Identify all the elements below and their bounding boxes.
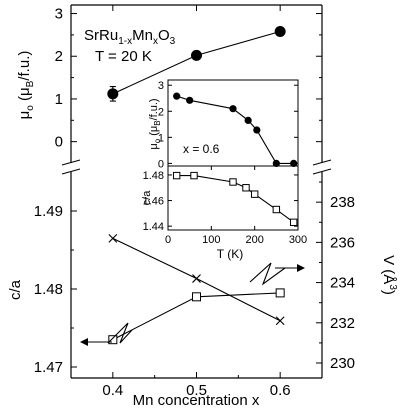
- inset-ca-point: [172, 171, 181, 180]
- volume-ytick-label: 236: [330, 234, 355, 251]
- moment-ylabel: μo (μB/f.u.): [16, 51, 36, 120]
- inset-moment-ytick-label: 1: [158, 132, 164, 144]
- volume-point: [275, 316, 285, 326]
- structure-series: [108, 233, 285, 345]
- moment-ytick-label: 3: [55, 6, 63, 23]
- moment-point: [107, 88, 119, 100]
- volume-ytick-label: 238: [330, 194, 355, 211]
- volume-point: [108, 233, 118, 243]
- moment-ytick-label: 1: [55, 91, 63, 108]
- arrow-to-right-axis: [249, 262, 305, 286]
- inset-series: [172, 92, 298, 227]
- inset-moment-frame: [167, 79, 299, 167]
- moment-series: [107, 25, 286, 102]
- volume-ytick-label: 230: [330, 355, 355, 372]
- volume-point-stroke: [192, 274, 201, 283]
- moment-ytick-label: 2: [55, 48, 63, 65]
- inset-ca-ylabel: c/a: [141, 190, 153, 206]
- ca-ytick-label: 1.49: [34, 203, 63, 220]
- volume-point-stroke: [275, 316, 285, 326]
- inset-moment-point: [173, 92, 181, 100]
- inset-moment-ytick-label: 2: [158, 106, 164, 118]
- axis-break-right: [312, 159, 332, 175]
- x-tick-label: 0.5: [186, 382, 207, 399]
- x-tick-label: 0.4: [102, 382, 123, 399]
- x-axis-label: Mn concentration x: [133, 392, 260, 409]
- inset-moment-ytick-label: 3: [158, 80, 164, 92]
- inset-ca-ytick-label: 1.44: [143, 221, 164, 233]
- inset-ca-point: [272, 205, 281, 214]
- inset-frame: [167, 79, 299, 231]
- axis-break-left: [61, 159, 81, 175]
- inset-moment-point: [290, 159, 298, 167]
- moment-point: [191, 49, 202, 61]
- volume-ytick-label: 232: [330, 315, 355, 332]
- inset-xtick-label: 300: [289, 234, 307, 246]
- structure-axis-ticks: 1.47 1.48 1.49 230 232 234 236 238 0.4 0.5 0.6: [34, 181, 355, 399]
- ca-point: [108, 335, 118, 345]
- inset-ca-point: [190, 171, 198, 180]
- inset-ca-ytick-label: 1.48: [143, 170, 164, 182]
- inset-moment-point: [186, 96, 194, 104]
- inset-ca-ytick-label: 1.46: [143, 196, 164, 208]
- volume-point-stroke: [108, 233, 118, 243]
- inset-xtick-label: 0: [165, 234, 171, 246]
- volume-ylabel: V (Å3): [380, 255, 398, 295]
- inset-xtick-label: 200: [245, 234, 263, 246]
- inset-moment-point: [253, 126, 261, 134]
- ca-point: [192, 292, 201, 302]
- ca-point: [275, 288, 285, 298]
- volume-ytick-label: 234: [330, 275, 355, 292]
- inset-ca-point: [229, 178, 237, 186]
- volume-line: [112, 237, 281, 322]
- inset-ca-point: [250, 190, 259, 198]
- inset-moment-point: [272, 159, 280, 167]
- volume-point: [192, 274, 201, 283]
- inset-moment-ytick-label: 0: [158, 158, 164, 170]
- inset-moment-point: [244, 116, 252, 124]
- x-tick-label: 0.6: [270, 382, 291, 399]
- temperature-label: T = 20 K: [95, 48, 152, 65]
- inset-ca-point: [242, 184, 250, 192]
- inset-ca-frame: [167, 165, 299, 231]
- inset-moment-ylabel: μo (μB/f.u.): [148, 98, 162, 149]
- moment-axis-ticks: 0 1 2 3: [55, 5, 322, 151]
- ca-ylabel: c/a: [7, 279, 24, 300]
- arrow-to-left-axis: [80, 322, 133, 346]
- inset-xlabel: T (K): [217, 247, 243, 261]
- inset-moment-point: [229, 105, 237, 113]
- inset-annotation: x = 0.6: [183, 142, 220, 156]
- ca-ytick-label: 1.47: [34, 359, 63, 376]
- ca-ytick-label: 1.48: [34, 281, 63, 298]
- moment-point: [274, 25, 286, 37]
- moment-ytick-label: 0: [55, 134, 63, 151]
- inset-ca-point: [289, 218, 298, 227]
- composition-label: SrRu1-xMnxO3: [84, 27, 176, 47]
- inset-xtick-label: 100: [202, 234, 220, 246]
